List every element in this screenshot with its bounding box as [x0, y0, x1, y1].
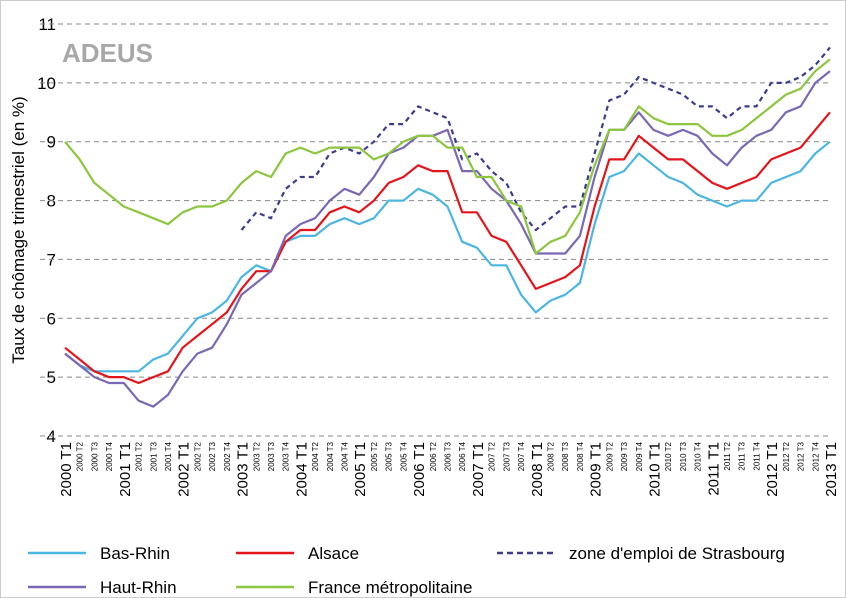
series-line [64, 58, 831, 255]
x-tick-label: 2011 T3 [738, 441, 747, 470]
legend-label: France métropolitaine [308, 578, 472, 597]
x-tick-label: 2006 T4 [458, 441, 467, 471]
x-tick-label: 2011 T4 [752, 441, 761, 470]
x-tick-label: 2005 T2 [370, 441, 379, 471]
x-tick-label: 2012 T4 [811, 441, 820, 471]
x-tick-label: 2004 T2 [311, 441, 320, 471]
x-tick-label: 2000 T4 [105, 441, 114, 471]
x-tick-label: 2012 T3 [797, 441, 806, 471]
x-tick-label: 2005 T4 [399, 441, 408, 471]
x-tick-label: 2001 T2 [135, 441, 144, 471]
x-tick-label: 2007 T3 [502, 441, 511, 471]
y-tick-label: 11 [38, 15, 56, 34]
x-tick-label: 2002 T1 [176, 442, 193, 497]
x-tick-label: 2005 T1 [352, 442, 369, 497]
x-tick-label: 2012 T2 [782, 441, 791, 471]
x-tick-label: 2003 T1 [235, 442, 252, 497]
x-tick-label: 2003 T3 [267, 441, 276, 471]
x-tick-label: 2013 T1 [823, 442, 840, 497]
legend-label: Bas-Rhin [100, 544, 170, 563]
x-tick-label: 2001 T4 [164, 441, 173, 471]
x-tick-label: 2000 T3 [90, 441, 99, 471]
x-tick-label: 2007 T4 [517, 441, 526, 471]
series-line [64, 70, 831, 408]
x-tick-label: 2007 T1 [470, 442, 487, 497]
x-tick-label: 2001 T1 [117, 442, 134, 497]
x-tick-label: 2010 T1 [646, 442, 663, 497]
y-axis-label: Taux de chômage trimestriel (en %) [9, 96, 28, 363]
x-tick-label: 2004 T4 [341, 441, 350, 471]
legend-label: Alsace [308, 544, 359, 563]
x-tick-label: 2003 T2 [252, 441, 261, 471]
x-tick-label: 2009 T3 [620, 441, 629, 471]
x-tick-label: 2010 T2 [664, 441, 673, 471]
x-tick-label: 2007 T2 [488, 441, 497, 471]
x-tick-label: 2011 T2 [723, 441, 732, 470]
x-tick-label: 2000 T1 [58, 442, 75, 497]
x-tick-label: 2006 T3 [444, 441, 453, 471]
x-tick-label: 2010 T3 [679, 441, 688, 471]
x-tick-label: 2003 T4 [282, 441, 291, 471]
logo: ADEUS [62, 38, 153, 68]
x-tick-label: 2002 T3 [208, 441, 217, 471]
x-tick-label: 2006 T1 [411, 442, 428, 497]
x-tick-label: 2005 T3 [385, 441, 394, 471]
y-tick-label: 10 [37, 74, 56, 93]
series-line [240, 46, 831, 232]
series-line [64, 111, 831, 385]
x-tick-label: 2009 T1 [588, 442, 605, 497]
x-tick-label: 2000 T2 [76, 441, 85, 471]
x-tick-label: 2009 T4 [635, 441, 644, 471]
x-tick-label: 2009 T2 [605, 441, 614, 471]
x-tick-label: 2006 T2 [429, 441, 438, 471]
series-line [64, 140, 831, 373]
x-tick-label: 2002 T4 [223, 441, 232, 471]
legend-label: Haut-Rhin [100, 578, 177, 597]
x-tick-label: 2008 T2 [546, 441, 555, 471]
x-tick-label: 2001 T3 [149, 441, 158, 471]
x-tick-label: 2011 T1 [705, 442, 722, 496]
x-tick-label: 2008 T4 [576, 441, 585, 471]
legend-label: zone d'emploi de Strasbourg [569, 544, 785, 563]
x-tick-label: 2012 T1 [764, 442, 781, 497]
x-tick-label: 2008 T1 [529, 442, 546, 497]
x-tick-label: 2008 T3 [561, 441, 570, 471]
x-tick-label: 2004 T3 [326, 441, 335, 471]
x-tick-label: 2010 T4 [694, 441, 703, 471]
x-tick-label: 2002 T2 [193, 441, 202, 471]
x-tick-label: 2004 T1 [293, 442, 310, 497]
